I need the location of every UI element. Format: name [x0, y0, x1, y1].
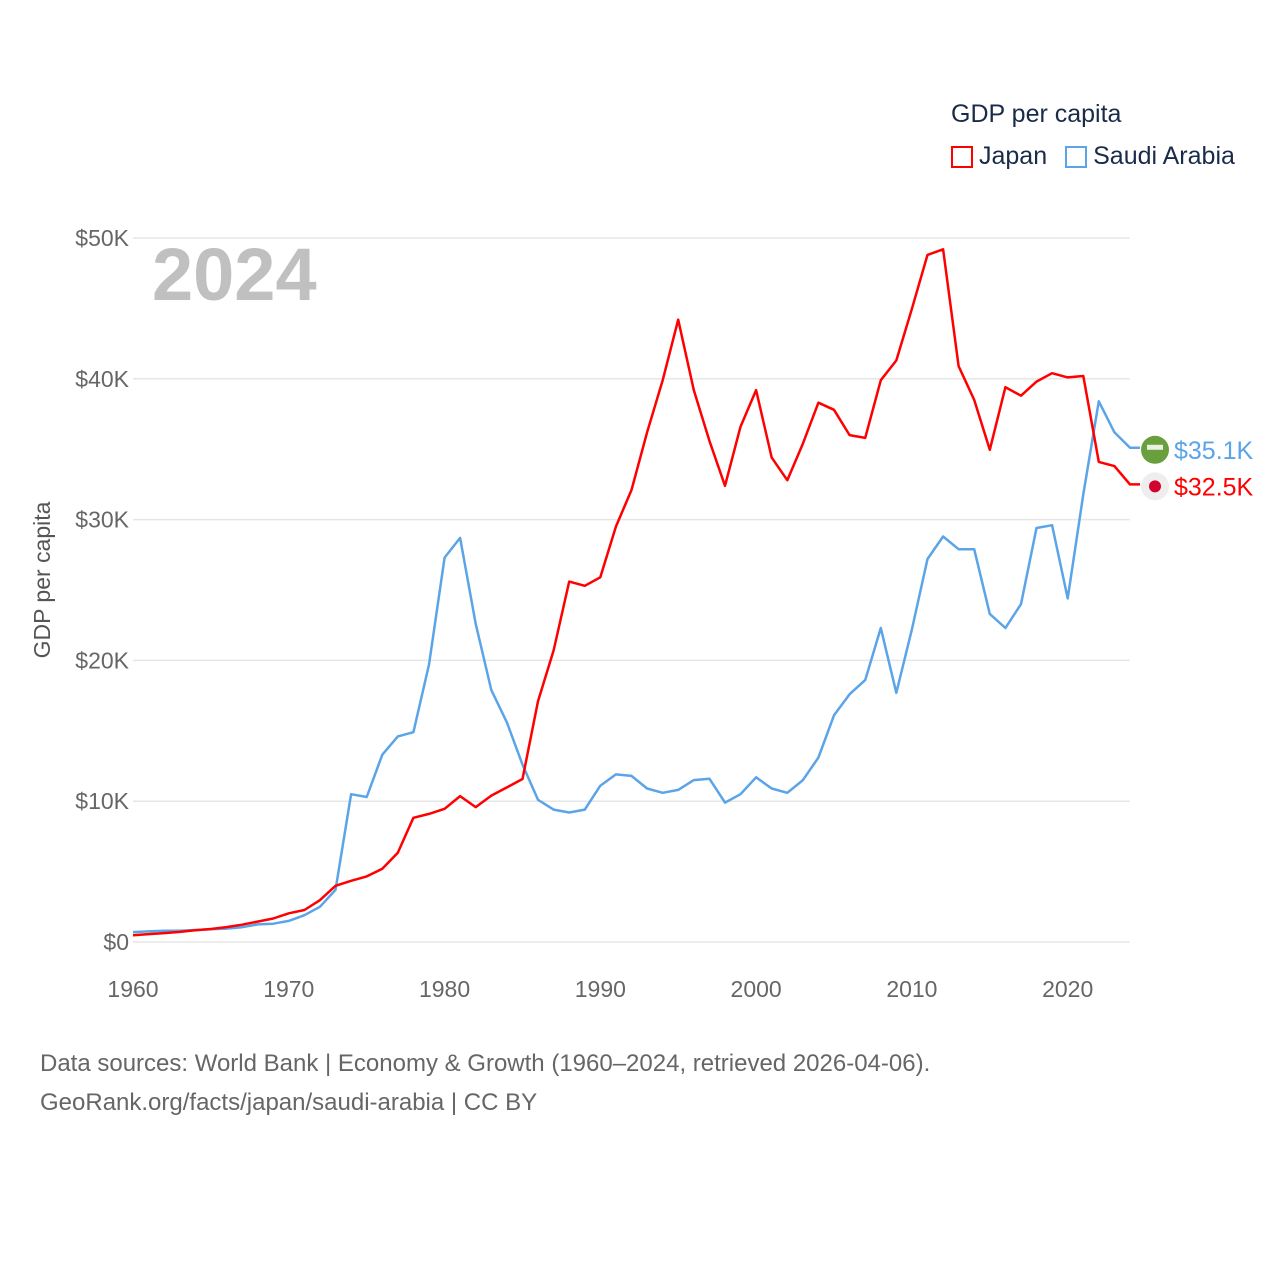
attribution-text: GeoRank.org/facts/japan/saudi-arabia | C…: [40, 1089, 538, 1116]
x-tick-label: 1980: [419, 976, 470, 1002]
legend-item-saudi-arabia[interactable]: Saudi Arabia: [1065, 142, 1235, 171]
y-tick-label: $30K: [75, 507, 129, 533]
x-tick-label: 2010: [886, 976, 937, 1002]
y-axis-label: GDP per capita: [29, 501, 55, 658]
end-value-label: $35.1K: [1174, 437, 1254, 465]
saudi-arabia-swatch: [1065, 145, 1088, 168]
footer: Data sources: World Bank | Economy & Gro…: [40, 1044, 930, 1122]
end-value-label: $32.5K: [1174, 473, 1254, 501]
y-tick-label: $40K: [75, 366, 129, 392]
y-tick-label: $0: [103, 929, 129, 955]
y-tick-label: $20K: [75, 647, 129, 673]
year-watermark: 2024: [152, 233, 317, 316]
legend-label-saudi-arabia: Saudi Arabia: [1093, 142, 1235, 170]
legend: Japan Saudi Arabia: [951, 142, 1235, 171]
saudi-arabia-flag-icon: [1141, 435, 1169, 464]
data-source-text: Data sources: World Bank | Economy & Gro…: [40, 1050, 931, 1077]
legend-title: GDP per capita: [951, 100, 1122, 128]
series-line-saudi-arabia: [132, 400, 1140, 934]
legend-label-japan: Japan: [979, 142, 1048, 170]
x-tick-label: 1970: [263, 976, 314, 1002]
japan-swatch: [951, 145, 973, 168]
x-tick-label: 1990: [575, 976, 626, 1002]
series-line-japan: [132, 248, 1140, 937]
y-tick-label: $50K: [75, 225, 129, 251]
legend-item-japan[interactable]: Japan: [951, 142, 1047, 171]
y-tick-label: $10K: [75, 788, 129, 814]
x-tick-label: 1960: [107, 976, 158, 1002]
japan-flag-icon: [1141, 472, 1169, 501]
x-tick-label: 2020: [1042, 976, 1093, 1002]
x-tick-label: 2000: [731, 976, 782, 1002]
